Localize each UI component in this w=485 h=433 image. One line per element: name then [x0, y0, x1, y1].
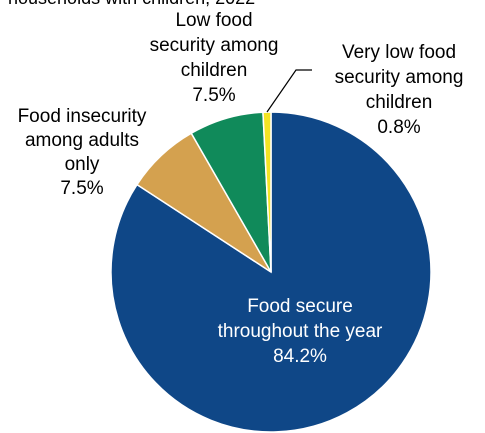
slice-label-0: Food secure: [247, 296, 353, 317]
slice-label-1: only: [65, 154, 100, 175]
slice-value-label-0: 84.2%: [273, 346, 327, 367]
slice-label-0: throughout the year: [218, 321, 383, 342]
slice-label-3: children: [366, 92, 433, 113]
slice-label-1: among adults: [25, 130, 139, 151]
pie-slice-3: [262, 111, 272, 273]
slice-label-2: children: [181, 60, 248, 81]
chart-title-fragment: households with children, 2022: [8, 0, 255, 8]
slice-label-2: security among: [150, 35, 279, 56]
slice-value-label-3: 0.8%: [377, 117, 420, 138]
slice-label-3: Very low food: [342, 42, 456, 63]
slice-label-3: security among: [335, 67, 464, 88]
slice-value-label-2: 7.5%: [192, 85, 235, 106]
slice-label-2: Low food: [175, 10, 252, 31]
slice-label-1: Food insecurity: [18, 106, 147, 127]
slice-value-label-1: 7.5%: [60, 178, 103, 199]
leader-line: [266, 69, 312, 113]
